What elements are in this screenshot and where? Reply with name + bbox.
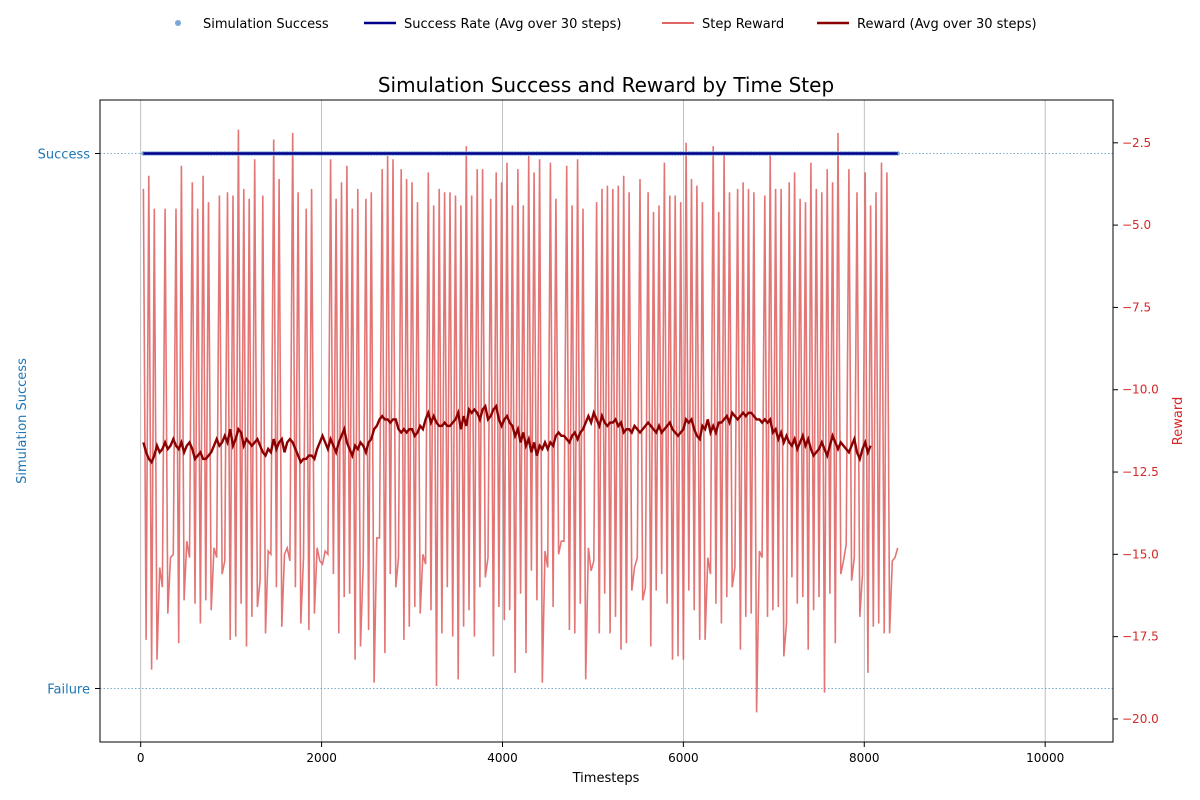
legend-label-step-reward: Step Reward	[702, 17, 784, 32]
legend: Simulation Success Success Rate (Avg ove…	[175, 17, 1037, 32]
x-tick-label: 4000	[487, 751, 518, 765]
legend-marker-simulation-success	[175, 20, 181, 26]
y-left-axis-label: Simulation Success	[15, 358, 30, 484]
plot-frame	[99, 99, 1114, 743]
y-right-tick-label: −12.5	[1122, 465, 1159, 479]
x-tick-label: 6000	[668, 751, 699, 765]
plot-marks	[141, 129, 900, 713]
axes: 0 2000 4000 6000 8000 10000 Failure Success −2.5…	[38, 99, 1159, 765]
x-tick-label: 10000	[1026, 751, 1064, 765]
legend-label-simulation-success: Simulation Success	[203, 17, 329, 32]
y-left-tick-label: Success	[38, 148, 91, 163]
legend-label-avg-reward: Reward (Avg over 30 steps)	[857, 17, 1037, 32]
x-tick-label: 0	[137, 751, 145, 765]
y-right-tick-label: −15.0	[1122, 547, 1159, 561]
x-axis-label: Timesteps	[572, 771, 640, 786]
y-right-tick-label: −5.0	[1122, 218, 1151, 232]
x-tick-label: 2000	[306, 751, 337, 765]
y-left-tick-label: Failure	[47, 683, 90, 698]
y-right-tick-label: −2.5	[1122, 136, 1151, 150]
y-right-tick-label: −20.0	[1122, 712, 1159, 726]
series-avg-reward-line	[142, 403, 872, 465]
y-right-tick-label: −17.5	[1122, 630, 1159, 644]
y-right-axis-label: Reward	[1171, 397, 1186, 445]
chart-title: Simulation Success and Reward by Time St…	[378, 73, 834, 97]
x-tick-label: 8000	[849, 751, 880, 765]
y-right-tick-label: −7.5	[1122, 300, 1151, 314]
legend-label-success-rate: Success Rate (Avg over 30 steps)	[404, 17, 621, 32]
y-right-tick-label: −10.0	[1122, 383, 1159, 397]
series-step-reward-line	[142, 129, 899, 713]
